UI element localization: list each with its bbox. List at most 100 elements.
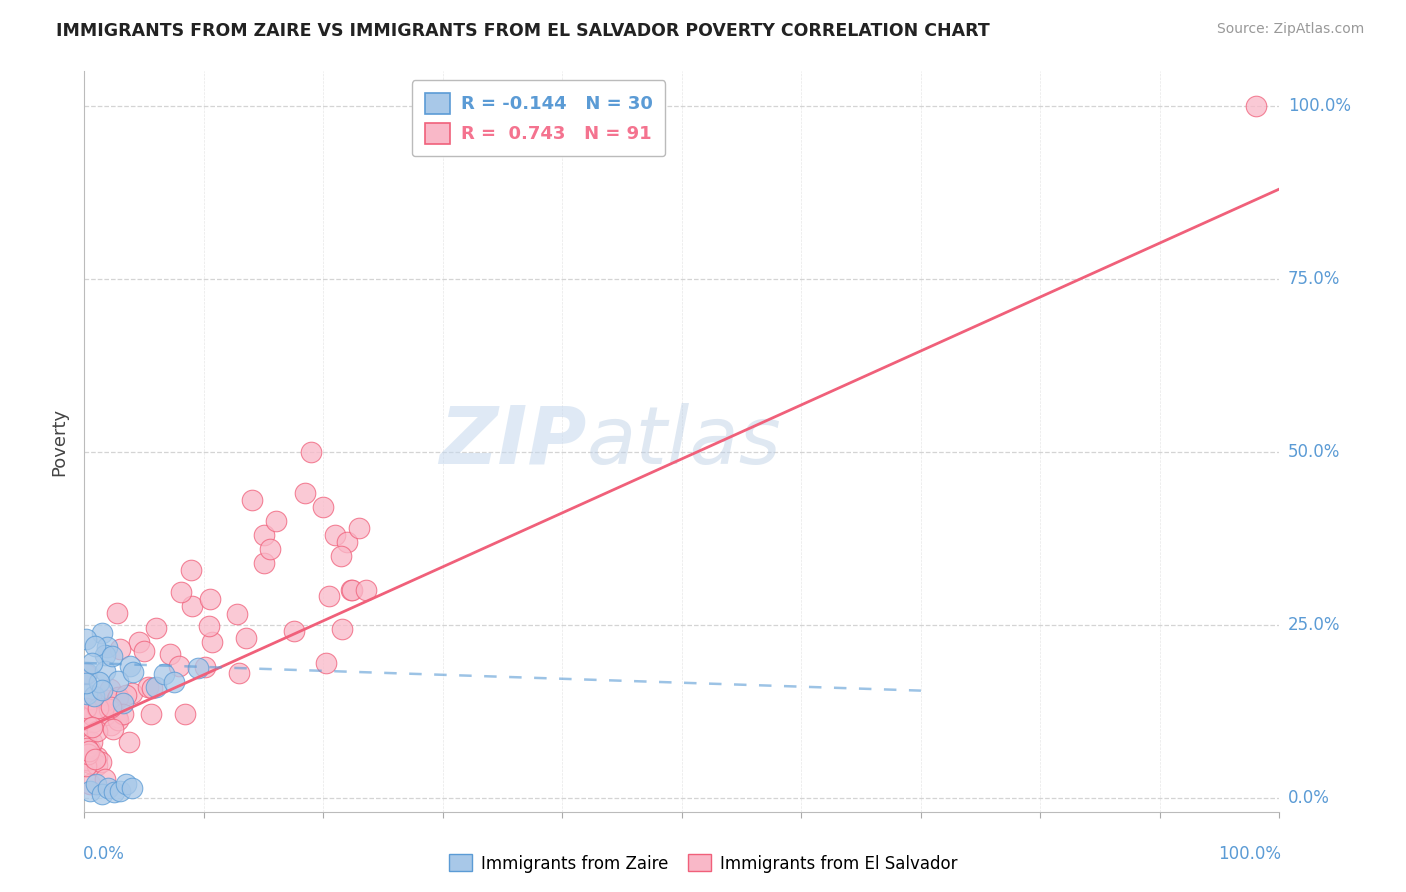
Point xyxy=(79,776,101,790)
Point xyxy=(90,756,112,770)
Point xyxy=(75,667,97,681)
Point xyxy=(228,665,250,680)
Point xyxy=(75,676,97,690)
Point xyxy=(80,692,103,706)
Point xyxy=(264,514,287,528)
Text: 100.0%: 100.0% xyxy=(1218,845,1281,863)
Point xyxy=(145,680,167,694)
Point xyxy=(112,707,135,722)
Text: 0.0%: 0.0% xyxy=(83,845,125,863)
Point xyxy=(76,754,98,768)
Point xyxy=(132,644,155,658)
Point xyxy=(122,665,145,679)
Point xyxy=(141,681,163,695)
Point xyxy=(340,583,363,598)
Point xyxy=(253,556,276,570)
Point xyxy=(86,724,108,739)
Point xyxy=(79,741,101,756)
Point xyxy=(80,708,103,723)
Legend: Immigrants from Zaire, Immigrants from El Salvador: Immigrants from Zaire, Immigrants from E… xyxy=(443,847,963,880)
Point xyxy=(91,683,114,698)
Text: 25.0%: 25.0% xyxy=(1288,615,1340,634)
Point xyxy=(93,708,115,723)
Point xyxy=(138,680,160,694)
Point xyxy=(76,741,98,756)
Point xyxy=(163,674,186,689)
Point xyxy=(108,641,131,656)
Point xyxy=(76,665,98,680)
Point xyxy=(87,701,110,715)
Point xyxy=(159,647,181,661)
Point xyxy=(75,759,97,773)
Point xyxy=(354,583,377,598)
Point xyxy=(198,592,221,607)
Point xyxy=(121,780,143,795)
Point xyxy=(91,788,114,802)
Point xyxy=(83,690,105,704)
Point xyxy=(315,656,337,670)
Point xyxy=(312,500,335,515)
Point xyxy=(90,626,112,640)
Point xyxy=(330,622,353,636)
Point xyxy=(84,752,107,766)
Y-axis label: Poverty: Poverty xyxy=(51,408,69,475)
Point xyxy=(170,584,193,599)
Point xyxy=(145,621,167,635)
Point xyxy=(105,691,128,706)
Point xyxy=(82,735,104,749)
Point xyxy=(198,619,221,633)
Point xyxy=(76,687,98,701)
Point xyxy=(128,634,150,648)
Point xyxy=(118,658,141,673)
Legend: R = -0.144   N = 30, R =  0.743   N = 91: R = -0.144 N = 30, R = 0.743 N = 91 xyxy=(412,80,665,156)
Point xyxy=(86,777,108,791)
Point xyxy=(75,733,97,747)
Text: 100.0%: 100.0% xyxy=(1288,97,1351,115)
Point xyxy=(301,445,323,459)
Point xyxy=(115,777,138,791)
Point xyxy=(96,640,118,655)
Point xyxy=(110,784,132,798)
Point xyxy=(294,486,316,500)
Point xyxy=(187,661,209,675)
Point xyxy=(96,693,118,707)
Point xyxy=(114,688,136,702)
Point xyxy=(139,706,162,721)
Point xyxy=(283,624,305,638)
Point xyxy=(325,528,347,542)
Point xyxy=(94,772,117,786)
Point xyxy=(105,607,128,621)
Text: Source: ZipAtlas.com: Source: ZipAtlas.com xyxy=(1216,22,1364,37)
Point xyxy=(86,750,108,764)
Point xyxy=(253,528,276,542)
Point xyxy=(79,756,101,770)
Point xyxy=(98,682,121,697)
Point xyxy=(75,701,97,715)
Point xyxy=(226,607,249,621)
Point xyxy=(94,648,117,662)
Point xyxy=(318,589,340,603)
Point xyxy=(97,780,120,795)
Point xyxy=(201,634,224,648)
Point xyxy=(103,785,125,799)
Point xyxy=(1244,99,1267,113)
Point xyxy=(340,583,363,598)
Point xyxy=(86,700,108,714)
Point xyxy=(77,743,100,757)
Point xyxy=(82,715,104,730)
Point xyxy=(240,493,263,508)
Point xyxy=(83,639,105,653)
Point xyxy=(75,632,97,647)
Point xyxy=(107,713,129,727)
Point xyxy=(117,735,139,749)
Point xyxy=(80,657,103,671)
Point xyxy=(105,709,128,723)
Point xyxy=(79,784,101,798)
Point xyxy=(77,747,100,761)
Point xyxy=(101,722,124,736)
Text: atlas: atlas xyxy=(586,402,782,481)
Text: IMMIGRANTS FROM ZAIRE VS IMMIGRANTS FROM EL SALVADOR POVERTY CORRELATION CHART: IMMIGRANTS FROM ZAIRE VS IMMIGRANTS FROM… xyxy=(56,22,990,40)
Text: ZIP: ZIP xyxy=(439,402,586,481)
Point xyxy=(194,660,217,674)
Point xyxy=(90,701,112,715)
